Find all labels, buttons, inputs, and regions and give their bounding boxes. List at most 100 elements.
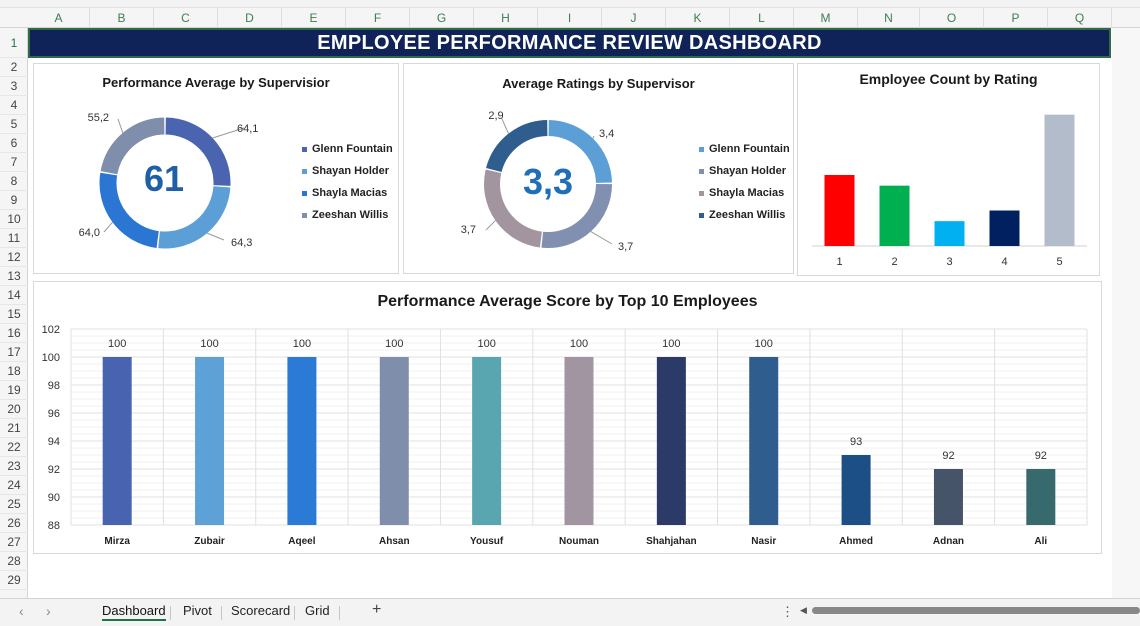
row-header-29[interactable]: 29 (0, 571, 28, 590)
slice-label: 64,0 (79, 227, 100, 239)
row-header-2[interactable]: 2 (0, 58, 28, 77)
legend-item: Shayan Holder (302, 165, 389, 177)
row-header-4[interactable]: 4 (0, 96, 28, 115)
horizontal-scrollbar[interactable] (812, 607, 1140, 614)
column-header-b[interactable]: B (90, 8, 154, 28)
column-header-i[interactable]: I (538, 8, 602, 28)
donut-slice-zeeshan-willis (100, 117, 165, 175)
employee-bar-ali (1026, 469, 1056, 525)
row-header-12[interactable]: 12 (0, 248, 28, 267)
row-header-21[interactable]: 21 (0, 419, 28, 438)
y-tick-label: 90 (48, 492, 60, 504)
column-header-e[interactable]: E (282, 8, 346, 28)
x-tick-label: Ali (1034, 536, 1047, 547)
row-header-17[interactable]: 17 (0, 343, 28, 362)
donut-slice-glenn-fountain (548, 120, 612, 184)
x-tick-label: Zubair (194, 536, 225, 547)
slice-label: 3,7 (618, 241, 633, 253)
employee-bar-zubair (195, 357, 225, 525)
row-header-7[interactable]: 7 (0, 153, 28, 172)
x-tick-label: Ahsan (379, 536, 410, 547)
row-header-19[interactable]: 19 (0, 381, 28, 400)
column-header-j[interactable]: J (602, 8, 666, 28)
row-header-15[interactable]: 15 (0, 305, 28, 324)
slice-label: 3,4 (599, 128, 614, 140)
row-header-5[interactable]: 5 (0, 115, 28, 134)
next-sheet-arrow-icon[interactable]: › (46, 603, 51, 619)
row-header-22[interactable]: 22 (0, 438, 28, 457)
row-header-26[interactable]: 26 (0, 514, 28, 533)
row-header-18[interactable]: 18 (0, 362, 28, 381)
dashboard-title-banner[interactable]: EMPLOYEE PERFORMANCE REVIEW DASHBOARD (28, 28, 1111, 58)
column-header-n[interactable]: N (858, 8, 920, 28)
employee-bar-adnan (933, 469, 963, 525)
chart-title: Performance Average by Supervisior (102, 75, 330, 90)
slice-label: 55,2 (88, 112, 109, 124)
performance-average-card[interactable]: Performance Average by Supervisior 64,1 6… (33, 63, 399, 274)
add-sheet-button[interactable]: + (372, 601, 382, 618)
column-header-p[interactable]: P (984, 8, 1048, 28)
rating-bar-2 (879, 185, 910, 246)
row-header-6[interactable]: 6 (0, 134, 28, 153)
employee-count-card[interactable]: Employee Count by Rating 1 2 3 4 5 (797, 63, 1100, 276)
rating-bar-chart: 1 2 3 4 5 (812, 114, 1087, 268)
donut-slice-shayla-macias (484, 169, 543, 248)
column-header-d[interactable]: D (218, 8, 282, 28)
data-label: 100 (662, 338, 680, 350)
legend-label: Zeeshan Willis (312, 209, 389, 221)
employee-bar-shahjahan (656, 357, 686, 525)
tab-dashboard[interactable]: Dashboard (102, 603, 166, 621)
row-header-13[interactable]: 13 (0, 267, 28, 286)
row-header-20[interactable]: 20 (0, 400, 28, 419)
prev-sheet-arrow-icon[interactable]: ‹ (19, 603, 24, 619)
legend-label: Shayan Holder (709, 165, 787, 177)
donut-chart: 64,1 64,3 64,0 55,2 (79, 112, 259, 249)
column-header-f[interactable]: F (346, 8, 410, 28)
row-header-24[interactable]: 24 (0, 476, 28, 495)
column-header-m[interactable]: M (794, 8, 858, 28)
column-header-c[interactable]: C (154, 8, 218, 28)
row-header-1[interactable]: 1 (0, 28, 28, 58)
row-header-28[interactable]: 28 (0, 552, 28, 571)
row-header-9[interactable]: 9 (0, 191, 28, 210)
column-header-o[interactable]: O (920, 8, 984, 28)
legend-swatch-icon (302, 190, 307, 196)
column-header-l[interactable]: L (730, 8, 794, 28)
tab-pivot[interactable]: Pivot (183, 603, 212, 618)
legend-swatch-icon (302, 168, 307, 174)
average-ratings-card[interactable]: Average Ratings by Supervisor 3,4 3,7 3,7 2… (403, 63, 794, 274)
row-header-14[interactable]: 14 (0, 286, 28, 305)
row-header-3[interactable]: 3 (0, 77, 28, 96)
rating-bar-4 (989, 210, 1020, 246)
leader-line (592, 135, 595, 139)
row-header-23[interactable]: 23 (0, 457, 28, 476)
column-header-h[interactable]: H (474, 8, 538, 28)
top-employees-card[interactable]: Performance Average Score by Top 10 Empl… (33, 281, 1102, 554)
employee-bar-ahsan (379, 357, 409, 525)
row-header-11[interactable]: 11 (0, 229, 28, 248)
vertical-scroll-area[interactable] (1112, 28, 1140, 598)
slice-label: 3,7 (461, 224, 476, 236)
scroll-left-icon[interactable]: ◀ (800, 605, 807, 615)
column-header-g[interactable]: G (410, 8, 474, 28)
more-options-icon[interactable]: ⋮ (781, 604, 794, 619)
data-label: 100 (385, 338, 403, 350)
row-header-27[interactable]: 27 (0, 533, 28, 552)
legend-label: Glenn Fountain (312, 143, 393, 155)
row-header-25[interactable]: 25 (0, 495, 28, 514)
row-header-8[interactable]: 8 (0, 172, 28, 191)
tab-scorecard[interactable]: Scorecard (231, 603, 291, 618)
legend-swatch-icon (699, 146, 704, 152)
row-header-16[interactable]: 16 (0, 324, 28, 343)
tab-grid[interactable]: Grid (305, 603, 330, 618)
column-header-a[interactable]: A (28, 8, 90, 28)
leader-line (590, 231, 613, 245)
x-tick-label: 2 (891, 256, 897, 268)
legend-item: Zeeshan Willis (302, 209, 388, 221)
column-header-q[interactable]: Q (1048, 8, 1112, 28)
column-header-k[interactable]: K (666, 8, 730, 28)
row-header-10[interactable]: 10 (0, 210, 28, 229)
dashboard-title: EMPLOYEE PERFORMANCE REVIEW DASHBOARD (317, 32, 822, 54)
y-tick-label: 88 (48, 520, 60, 532)
legend-label: Shayan Holder (312, 165, 390, 177)
